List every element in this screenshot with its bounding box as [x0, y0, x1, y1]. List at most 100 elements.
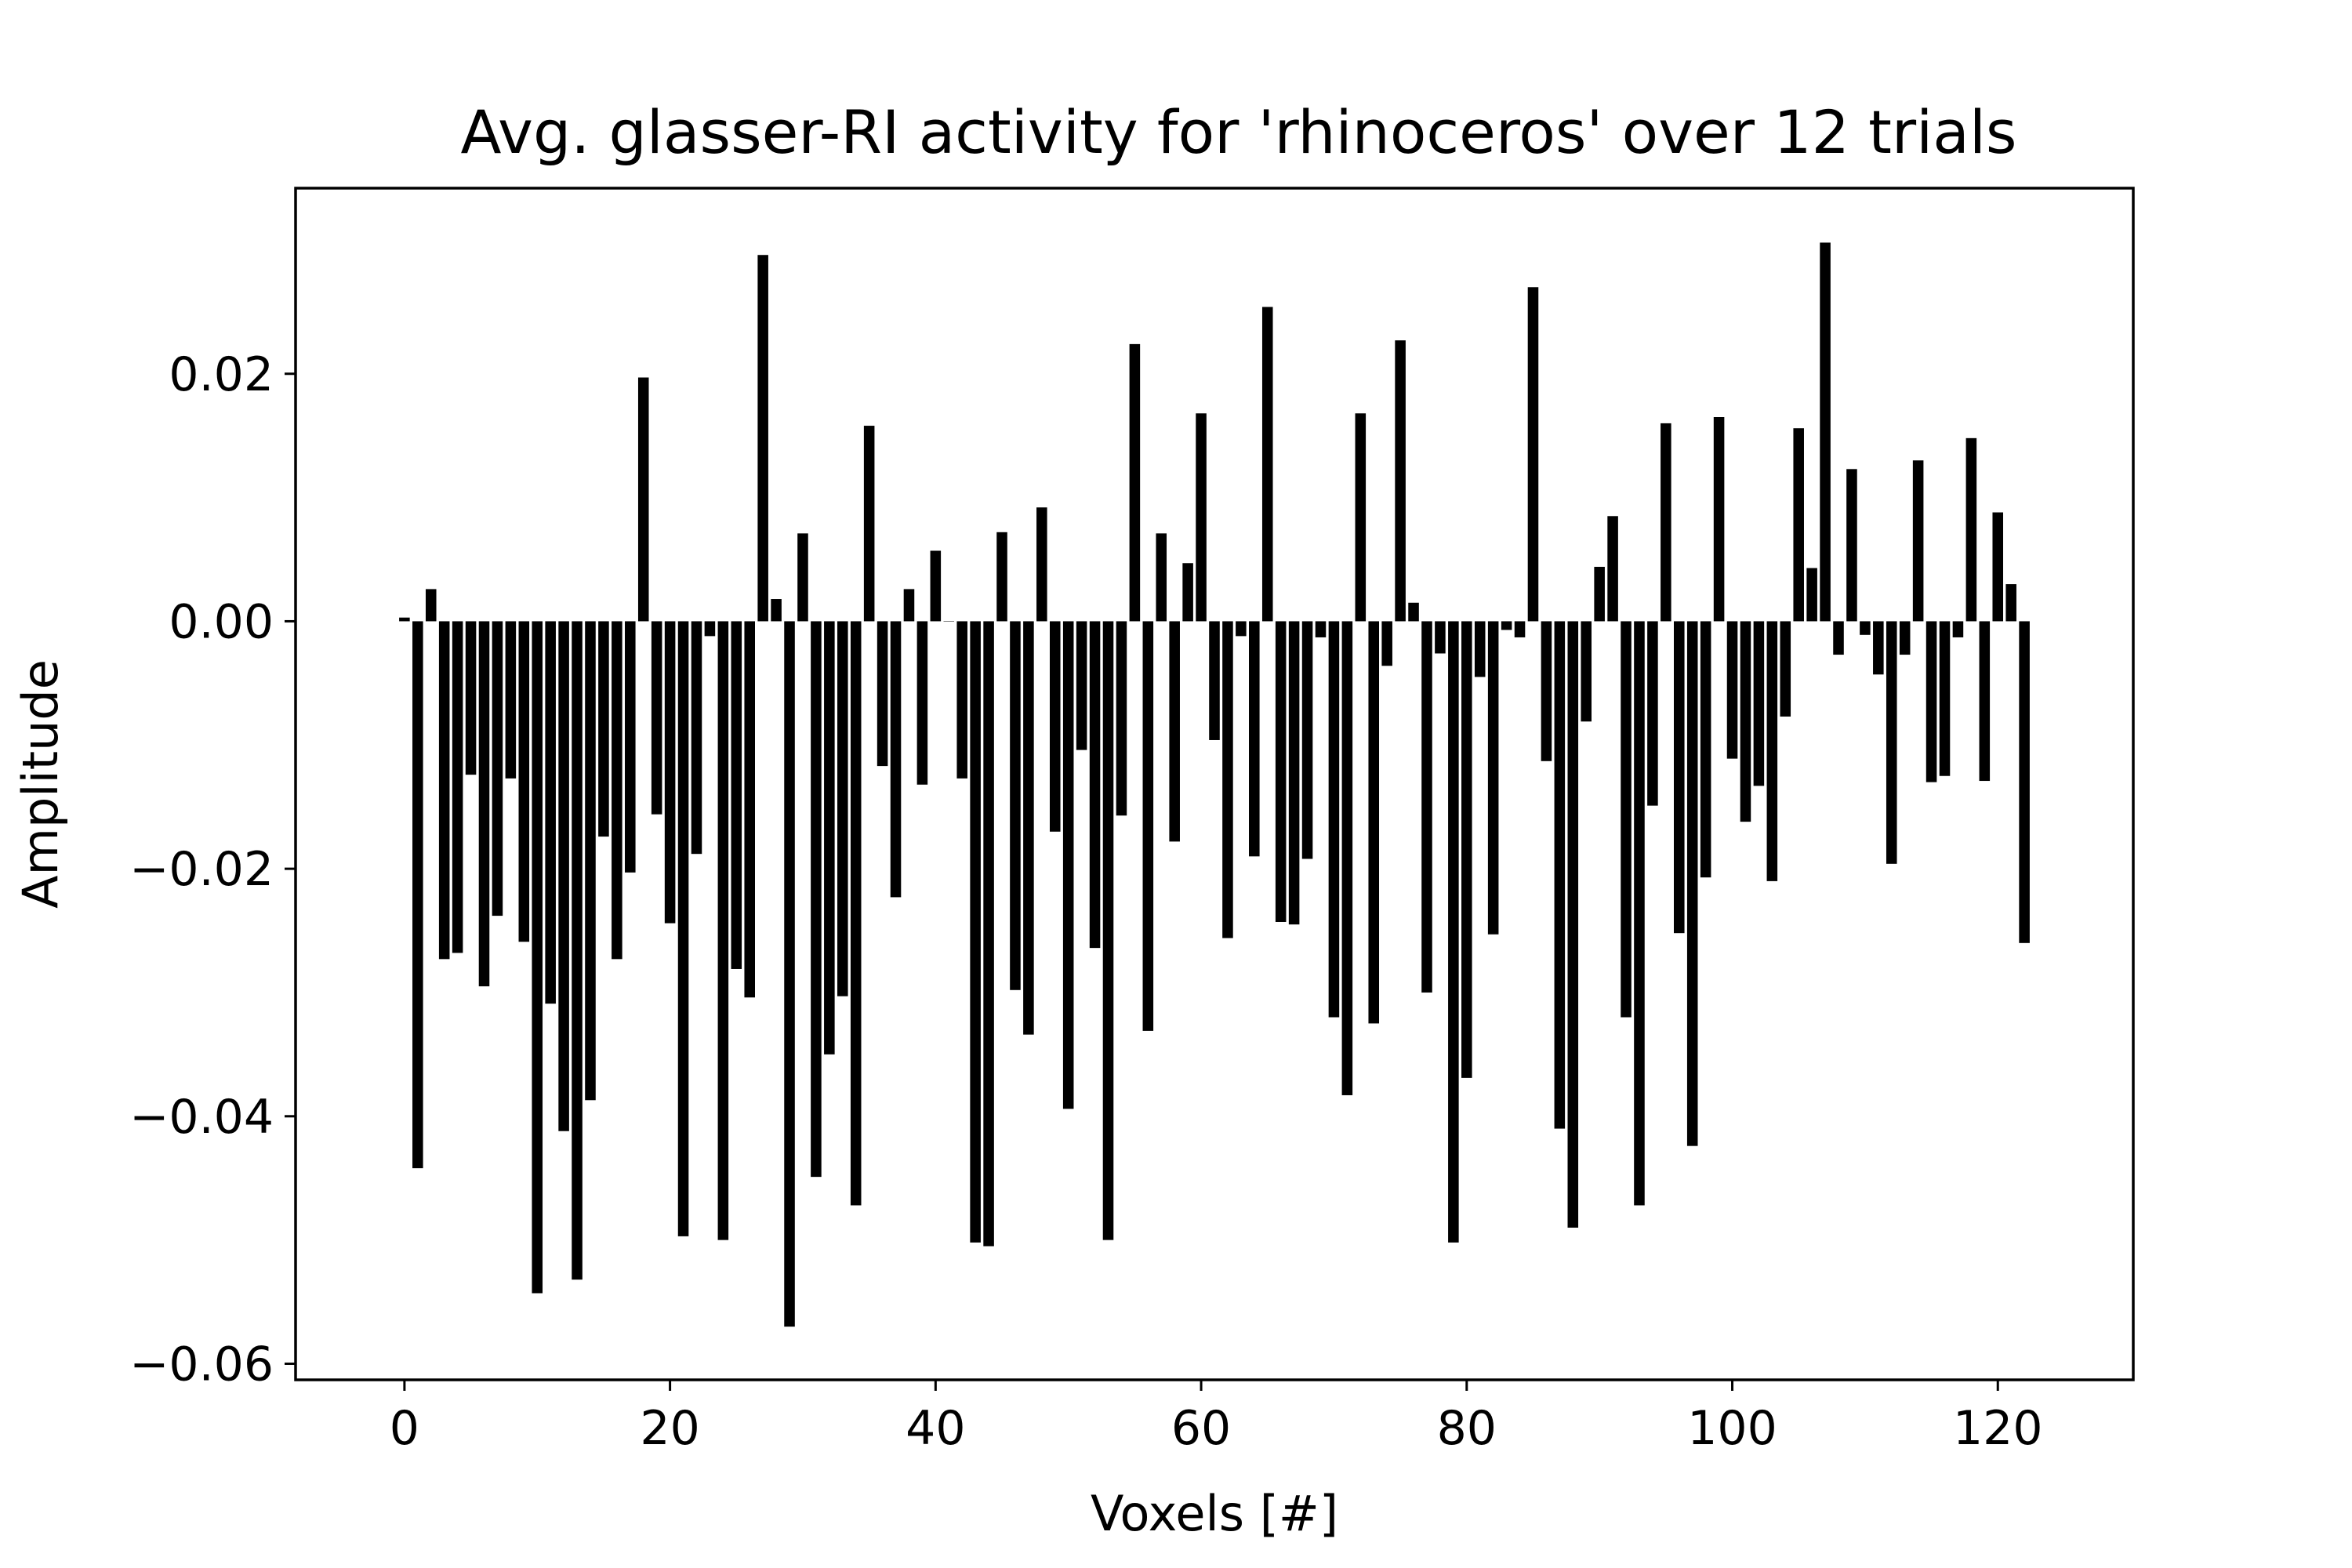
bar — [1395, 340, 1406, 622]
bar — [996, 532, 1007, 622]
x-axis-label: Voxels [#] — [1091, 1485, 1338, 1542]
bar — [425, 589, 437, 622]
y-axis-label: Amplitude — [12, 659, 69, 909]
bar — [545, 621, 556, 1004]
bar — [438, 621, 450, 960]
bar — [1846, 469, 1857, 622]
bar — [1965, 437, 1977, 622]
bar — [492, 621, 503, 916]
bar — [890, 621, 902, 898]
bar — [598, 621, 609, 837]
bar — [677, 621, 689, 1236]
bar — [970, 621, 981, 1243]
bar — [412, 621, 423, 1169]
bar — [983, 621, 994, 1247]
bar — [1952, 621, 1964, 637]
bar — [837, 621, 848, 996]
x-tick-label: 80 — [1437, 1401, 1497, 1456]
x-tick-label: 0 — [390, 1401, 419, 1456]
bar — [465, 621, 477, 775]
y-axis-ticks: 0.02 0.00 −0.02 −0.04 −0.06 — [129, 347, 296, 1392]
bar — [1301, 621, 1313, 859]
x-tick-label: 120 — [1953, 1401, 2043, 1456]
bar — [1261, 307, 1273, 622]
bar — [1368, 621, 1380, 1024]
chart-title: Avg. glasser-RI activity for 'rhinoceros… — [460, 97, 2016, 167]
y-tick-label: −0.04 — [129, 1090, 274, 1145]
bar — [452, 621, 463, 953]
bar — [399, 617, 410, 622]
bar — [771, 599, 782, 622]
bar — [1661, 423, 1671, 622]
bar — [877, 621, 888, 767]
bar — [1036, 507, 1047, 622]
bar — [1129, 343, 1141, 622]
bar — [1766, 621, 1778, 881]
bar — [518, 621, 530, 942]
bar — [625, 621, 636, 873]
bar — [704, 621, 716, 637]
bar — [1448, 621, 1459, 1243]
bar — [1408, 602, 1419, 622]
bar — [1076, 621, 1087, 750]
bar — [1541, 621, 1552, 761]
bar — [1089, 621, 1101, 949]
bar — [731, 621, 742, 969]
bar — [505, 621, 517, 779]
bar — [1833, 621, 1844, 655]
bar — [1594, 566, 1605, 622]
bar — [1979, 621, 1991, 782]
bar — [1381, 621, 1392, 666]
bar — [1341, 621, 1353, 1095]
bar — [1926, 621, 1937, 782]
bar — [651, 621, 662, 815]
bar — [1049, 621, 1061, 832]
bar — [1886, 621, 1897, 864]
bar — [478, 621, 490, 987]
bar — [1793, 428, 1804, 622]
bar — [1249, 621, 1260, 857]
bar — [1209, 621, 1220, 740]
bar — [585, 621, 596, 1101]
bar — [903, 589, 915, 622]
bar — [2019, 621, 2030, 943]
bar — [1939, 621, 1951, 776]
bar — [1023, 621, 1034, 1035]
bar — [1222, 621, 1233, 938]
bar — [1899, 621, 1911, 655]
bar — [1992, 512, 2004, 622]
bar — [1581, 621, 1592, 722]
bar — [757, 255, 768, 622]
y-tick-label: 0.00 — [169, 594, 274, 649]
plot-area-frame — [294, 187, 2135, 1381]
bar — [1328, 621, 1340, 1018]
bar — [797, 533, 808, 622]
bar — [1621, 621, 1632, 1018]
bar — [1116, 621, 1127, 816]
bar — [612, 621, 622, 960]
bar — [824, 621, 835, 1054]
y-tick-label: −0.02 — [129, 842, 274, 897]
bar — [1860, 621, 1871, 635]
bar — [1700, 621, 1711, 878]
bar — [572, 621, 583, 1280]
bar — [1740, 621, 1751, 822]
bar — [1169, 621, 1180, 842]
bar — [1288, 621, 1300, 925]
bar — [1355, 413, 1367, 622]
bar — [956, 621, 967, 779]
x-tick-label: 60 — [1171, 1401, 1231, 1456]
bar — [717, 621, 729, 1240]
bar — [637, 377, 649, 622]
bar — [1820, 242, 1831, 622]
bar — [1156, 533, 1167, 622]
bar — [1753, 621, 1765, 786]
x-tick-label: 20 — [640, 1401, 699, 1456]
bar — [1607, 516, 1618, 622]
bar — [691, 621, 702, 855]
bar — [930, 550, 942, 622]
bar — [811, 621, 822, 1178]
bar — [1062, 621, 1074, 1109]
bar — [1487, 621, 1499, 935]
